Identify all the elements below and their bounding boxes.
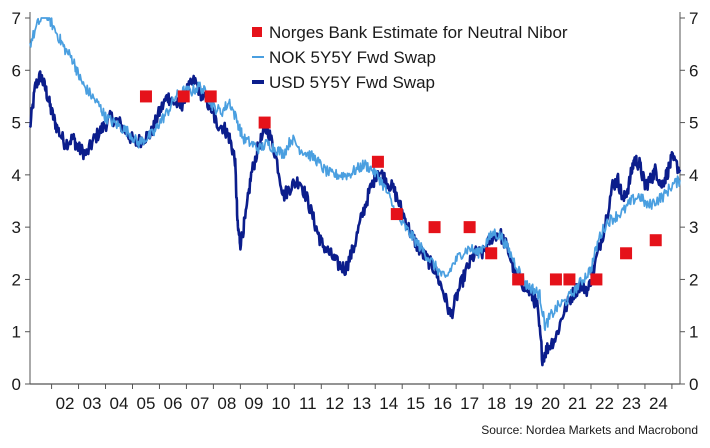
x-tick-label: 12 bbox=[325, 394, 344, 413]
legend-marker-swatch bbox=[252, 27, 262, 37]
chart-legend: Norges Bank Estimate for Neutral Nibor NO… bbox=[252, 23, 568, 92]
y-tick-label-left: 7 bbox=[12, 9, 21, 28]
x-tick-label: 24 bbox=[649, 394, 668, 413]
y-tick-label-left: 0 bbox=[12, 375, 21, 394]
neutral-nibor-estimate-marker bbox=[390, 208, 403, 221]
neutral-nibor-estimate-marker bbox=[590, 273, 603, 286]
chart-series-layer bbox=[28, 17, 682, 367]
x-tick-label: 10 bbox=[271, 394, 290, 413]
nok-5y5y-fwd-swap-line bbox=[29, 17, 681, 332]
legend-label-usd: USD 5Y5Y Fwd Swap bbox=[269, 73, 435, 92]
chart-axes: 0 01 12 23 34 45 56 67 702 03 04 05 06 07 08 09 10 11 12 13… bbox=[12, 9, 699, 413]
y-tick-label-right: 5 bbox=[689, 114, 698, 133]
x-tick-label: 23 bbox=[622, 394, 641, 413]
x-tick-label: 15 bbox=[406, 394, 425, 413]
x-tick-label: 19 bbox=[514, 394, 533, 413]
chart-marker-layer bbox=[139, 90, 662, 286]
neutral-nibor-estimate-marker bbox=[485, 247, 498, 260]
neutral-nibor-estimate-marker bbox=[371, 155, 384, 168]
neutral-nibor-estimate-marker bbox=[512, 273, 525, 286]
x-tick-label: 16 bbox=[433, 394, 452, 413]
y-tick-label-right: 1 bbox=[689, 323, 698, 342]
x-tick-label: 02 bbox=[56, 394, 75, 413]
neutral-nibor-estimate-marker bbox=[649, 234, 662, 247]
x-tick-label: 22 bbox=[595, 394, 614, 413]
y-tick-label-left: 3 bbox=[12, 218, 21, 237]
y-tick-label-right: 4 bbox=[689, 166, 698, 185]
x-tick-label: 14 bbox=[379, 394, 398, 413]
legend-label-nok: NOK 5Y5Y Fwd Swap bbox=[269, 48, 436, 67]
x-tick-label: 18 bbox=[487, 394, 506, 413]
x-tick-label: 17 bbox=[460, 394, 479, 413]
x-tick-label: 03 bbox=[83, 394, 102, 413]
x-tick-label: 07 bbox=[190, 394, 209, 413]
x-tick-label: 06 bbox=[163, 394, 182, 413]
neutral-nibor-estimate-marker bbox=[463, 221, 476, 234]
y-tick-label-right: 3 bbox=[689, 218, 698, 237]
x-tick-label: 20 bbox=[541, 394, 560, 413]
neutral-nibor-estimate-marker bbox=[563, 273, 576, 286]
y-tick-label-right: 6 bbox=[689, 61, 698, 80]
y-tick-label-left: 6 bbox=[12, 61, 21, 80]
x-tick-label: 09 bbox=[244, 394, 263, 413]
y-tick-label-left: 4 bbox=[12, 166, 21, 185]
neutral-nibor-estimate-marker bbox=[428, 221, 441, 234]
y-tick-label-right: 7 bbox=[689, 9, 698, 28]
neutral-nibor-estimate-marker bbox=[204, 90, 217, 103]
neutral-nibor-estimate-marker bbox=[549, 273, 562, 286]
x-tick-label: 04 bbox=[110, 394, 129, 413]
y-tick-label-left: 1 bbox=[12, 323, 21, 342]
x-tick-label: 08 bbox=[217, 394, 236, 413]
x-tick-label: 21 bbox=[568, 394, 587, 413]
x-tick-label: 13 bbox=[352, 394, 371, 413]
x-tick-label: 11 bbox=[299, 394, 317, 413]
source-label: Source: Nordea Markets and Macrobond bbox=[481, 423, 698, 437]
legend-label-neutral-nibor: Norges Bank Estimate for Neutral Nibor bbox=[269, 23, 568, 42]
neutral-nibor-estimate-marker bbox=[258, 116, 271, 129]
x-tick-label: 05 bbox=[137, 394, 156, 413]
y-tick-label-left: 5 bbox=[12, 114, 21, 133]
usd-5y5y-fwd-swap-line bbox=[28, 70, 682, 367]
y-tick-label-right: 2 bbox=[689, 270, 698, 289]
neutral-nibor-estimate-marker bbox=[177, 90, 190, 103]
y-tick-label-left: 2 bbox=[12, 270, 21, 289]
neutral-nibor-estimate-marker bbox=[139, 90, 152, 103]
y-tick-label-right: 0 bbox=[689, 375, 698, 394]
neutral-nibor-estimate-marker bbox=[620, 247, 633, 260]
